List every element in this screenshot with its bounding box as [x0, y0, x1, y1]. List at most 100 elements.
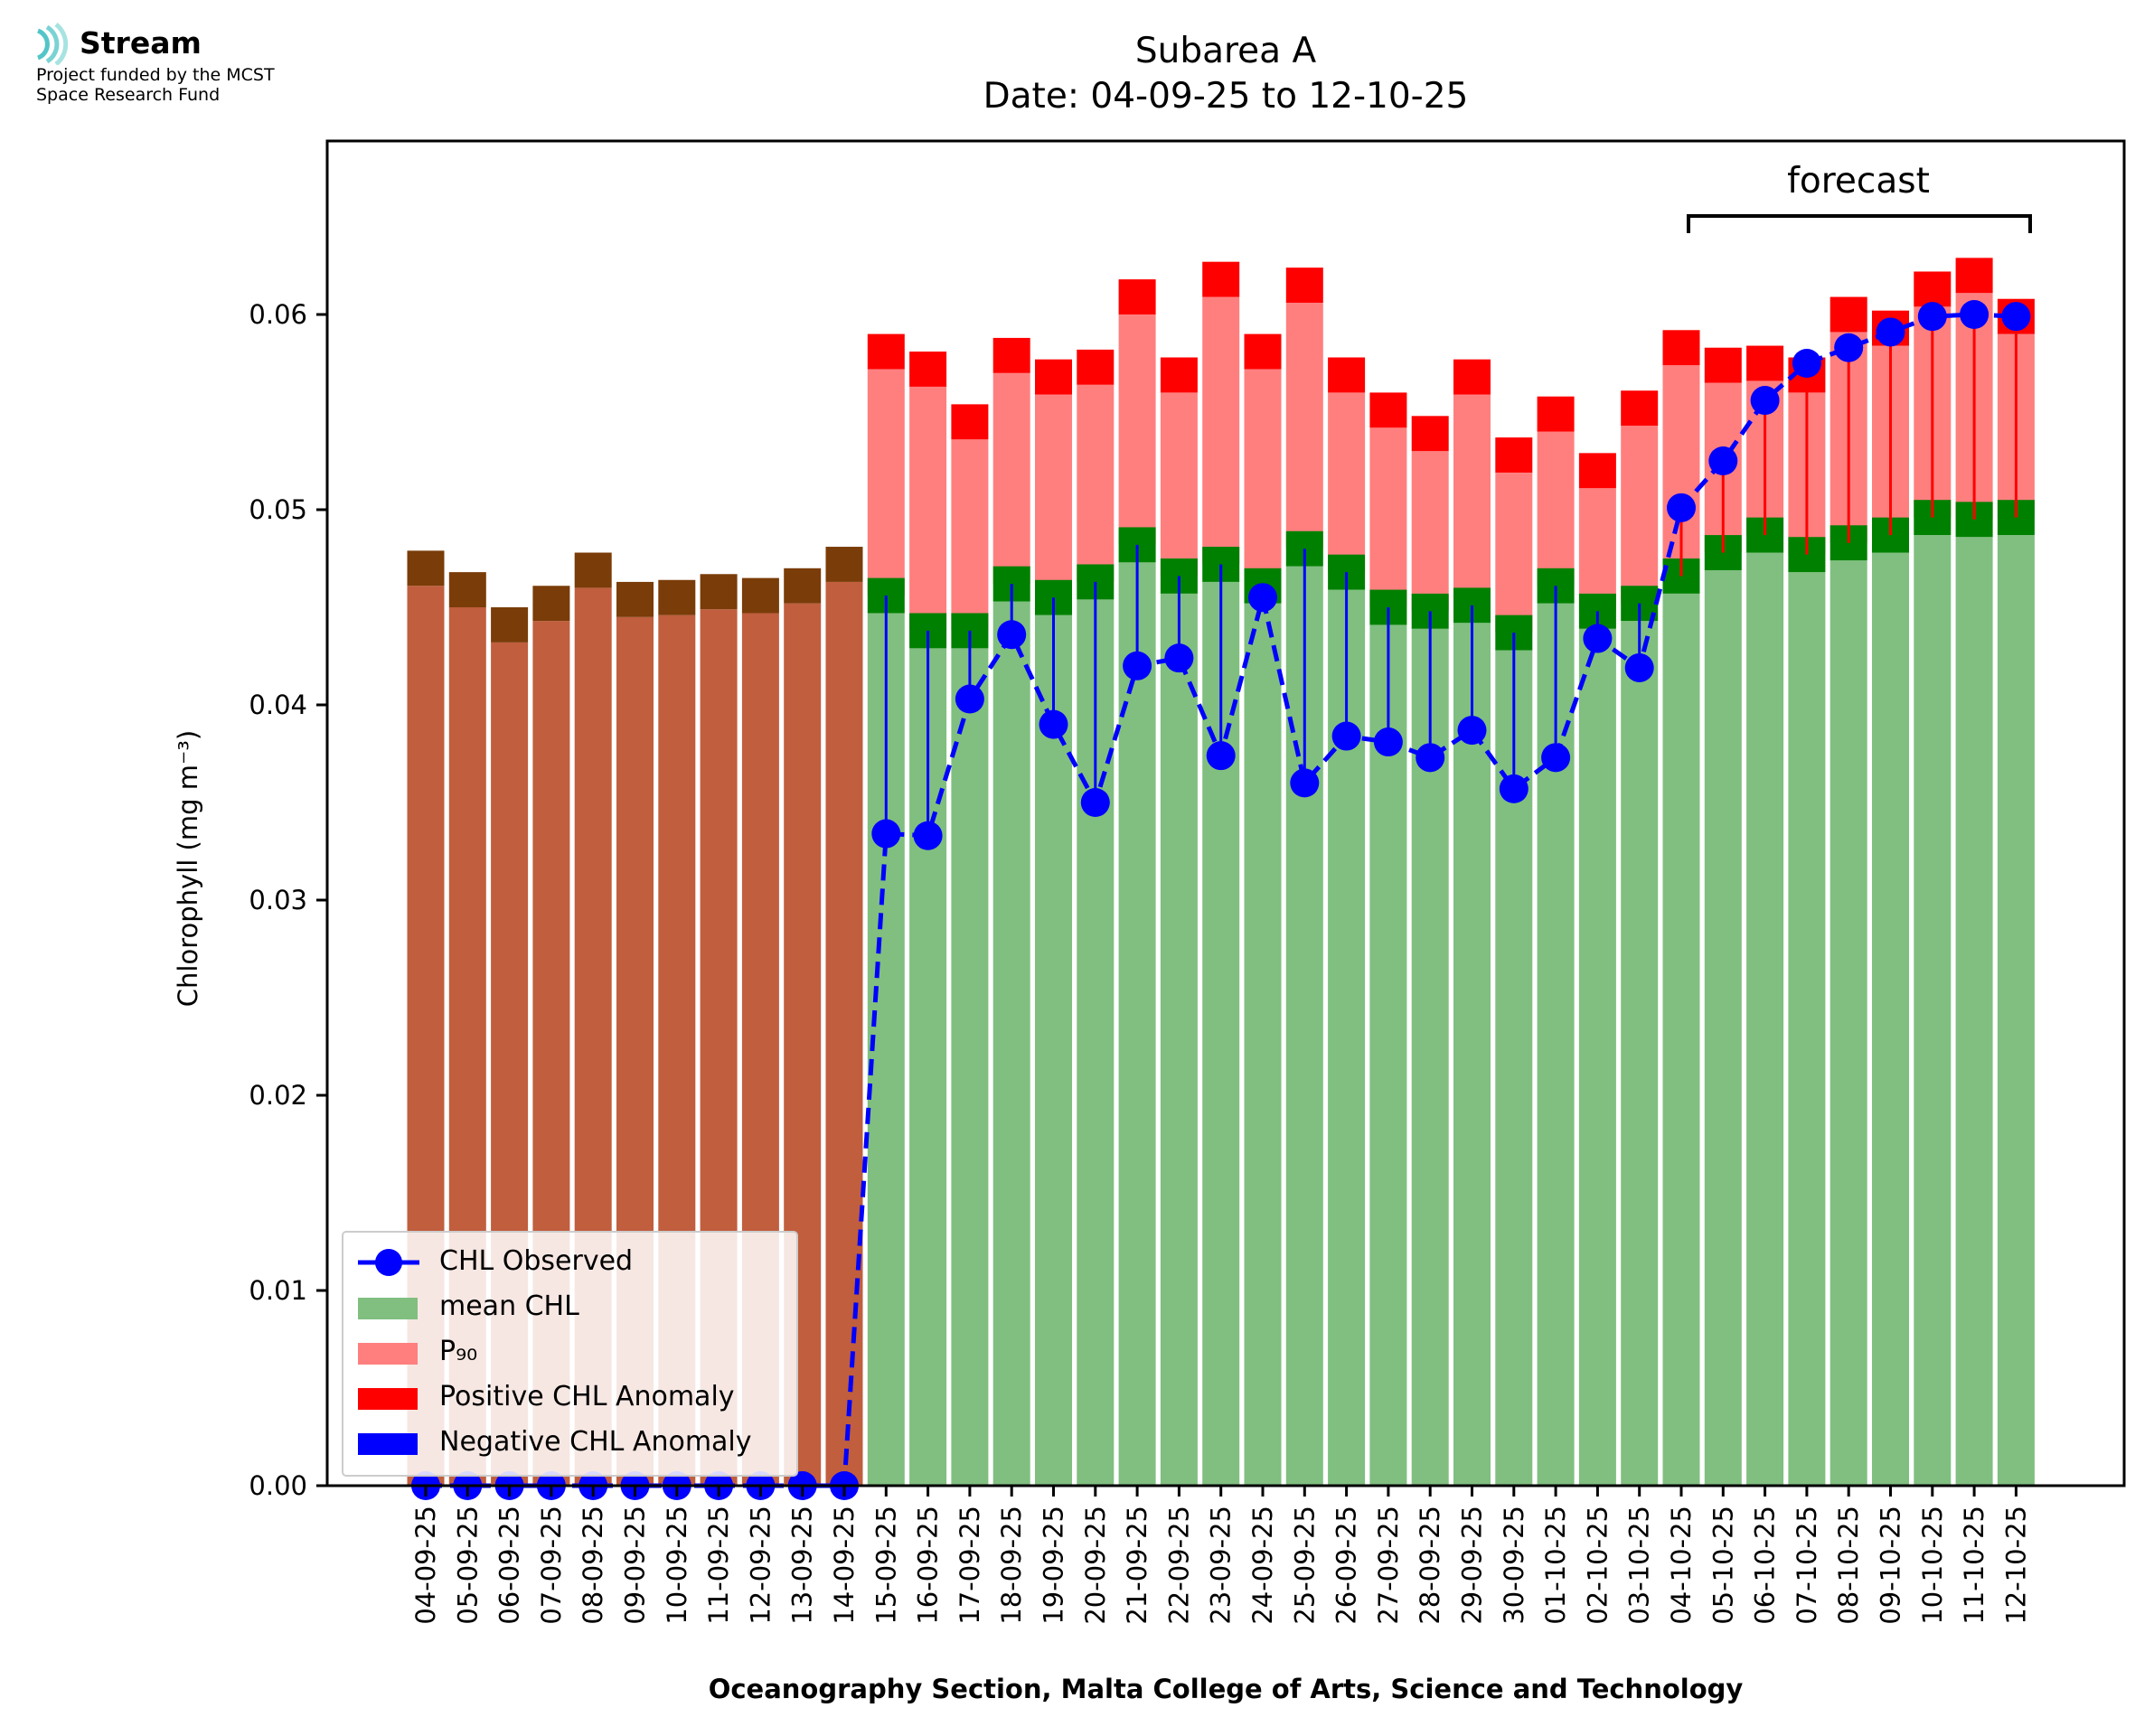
x-tick-label: 09-09-25	[620, 1506, 651, 1625]
logo-subtitle-line1: Project funded by the MCST	[36, 65, 275, 85]
x-tick-label: 07-09-25	[536, 1506, 567, 1625]
observed-point	[1499, 774, 1528, 803]
x-tick-label: 22-09-25	[1163, 1506, 1194, 1625]
bar-mean	[1746, 552, 1784, 1486]
x-tick-label: 06-10-25	[1750, 1506, 1781, 1625]
x-tick-label: 09-10-25	[1876, 1506, 1906, 1625]
logo-subtitle: Project funded by the MCST Space Researc…	[36, 65, 275, 105]
bar-historical-cap	[741, 577, 779, 614]
bar-mean	[1244, 603, 1282, 1486]
bar-historical-cap	[574, 552, 612, 588]
observed-point	[1708, 446, 1738, 475]
bar-mean	[1578, 628, 1616, 1486]
bar-p90-cap	[1746, 345, 1784, 381]
chart-subtitle: Date: 04-09-25 to 12-10-25	[983, 76, 1469, 117]
x-tick-label: 21-09-25	[1122, 1506, 1152, 1625]
bar-p90-cap	[1202, 261, 1240, 297]
bar-p90	[1328, 392, 1366, 573]
bar-p90-cap	[1160, 357, 1198, 393]
bar-p90	[1369, 427, 1407, 607]
bar-p90-cap	[1621, 390, 1659, 427]
bar-p90	[1202, 296, 1240, 565]
x-tick-label: 29-09-25	[1457, 1506, 1488, 1625]
observed-point	[1416, 743, 1445, 773]
bar-p90	[1495, 472, 1533, 633]
observed-point	[1917, 302, 1947, 332]
plot-frame	[325, 139, 2126, 1487]
x-tick-label: 04-10-25	[1666, 1506, 1697, 1625]
x-tick-label: 26-09-25	[1331, 1506, 1362, 1625]
bar-p90-cap	[1035, 359, 1072, 395]
observed-point	[1123, 651, 1152, 680]
bar-mean	[951, 648, 989, 1486]
x-tick-label: 10-09-25	[662, 1506, 692, 1625]
x-tick-label: 06-09-25	[494, 1506, 525, 1625]
bar-p90-cap	[1369, 392, 1407, 428]
bar-p90-cap	[1453, 359, 1491, 395]
x-tick-label: 08-09-25	[578, 1506, 608, 1625]
observed-point	[913, 821, 943, 850]
bar-historical-cap	[491, 607, 529, 643]
bar-historical-cap	[825, 547, 863, 582]
observed-point	[1373, 727, 1403, 757]
x-tick-label: 23-09-25	[1206, 1506, 1237, 1625]
observed-point	[1080, 788, 1110, 817]
bar-p90-cap	[1704, 347, 1742, 383]
x-tick-label: 12-09-25	[745, 1506, 776, 1625]
y-tick-label: 0.06	[249, 299, 307, 330]
bar-p90-cap	[951, 404, 989, 440]
bar-mean	[1160, 593, 1198, 1486]
observed-point	[1039, 709, 1068, 739]
y-tick-label: 0.04	[249, 690, 307, 720]
bar-p90	[867, 369, 905, 596]
bar-p90-cap	[1537, 396, 1575, 432]
legend: CHL Observed mean CHL P₉₀ Positive CHL A…	[342, 1231, 798, 1477]
bar-mean	[1704, 569, 1742, 1486]
x-axis-label: Oceanography Section, Malta College of A…	[708, 1674, 1744, 1704]
bar-historical-cap	[532, 586, 570, 622]
x-tick-label: 18-09-25	[996, 1506, 1027, 1625]
observed-point	[1206, 741, 1236, 771]
observed-point	[1457, 716, 1487, 746]
bar-historical-cap	[658, 579, 696, 615]
chart-title: Subarea A	[1134, 31, 1317, 71]
bar-p90	[1035, 394, 1072, 598]
bar-p90	[1160, 392, 1198, 577]
bar-p90	[1411, 451, 1449, 612]
observed-point	[1960, 300, 1989, 329]
observed-point	[1792, 349, 1821, 378]
legend-swatch-p90	[358, 1343, 418, 1365]
observed-point	[1164, 643, 1194, 673]
bar-p90-cap	[1578, 453, 1616, 489]
x-tick-label: 11-10-25	[1959, 1506, 1989, 1625]
bar-p90-cap	[1914, 271, 1952, 307]
y-tick-label: 0.01	[249, 1275, 307, 1306]
legend-item-positive-anomaly: Positive CHL Anomaly	[343, 1375, 796, 1421]
legend-item-chl-observed: CHL Observed	[343, 1240, 796, 1285]
bar-p90-cap	[1662, 330, 1700, 366]
bar-p90	[1537, 431, 1575, 586]
x-tick-label: 27-09-25	[1373, 1506, 1404, 1625]
bar-mean	[1955, 537, 1993, 1486]
bar-p90	[1118, 314, 1156, 545]
bar-p90-cap	[909, 352, 947, 387]
bar-p90-cap	[1495, 437, 1533, 473]
legend-label: Positive CHL Anomaly	[439, 1381, 735, 1412]
x-tick-label: 14-09-25	[829, 1506, 860, 1625]
bar-historical-cap	[616, 581, 654, 617]
bar-p90-cap	[1328, 357, 1366, 393]
observed-point	[871, 819, 901, 849]
bar-mean	[1914, 535, 1952, 1486]
bar-p90-cap	[867, 333, 905, 370]
bar-mean	[1118, 562, 1156, 1486]
x-tick-label: 10-10-25	[1917, 1506, 1948, 1625]
legend-label: mean CHL	[439, 1290, 579, 1322]
bar-mean	[1369, 624, 1407, 1486]
x-tick-label: 03-10-25	[1624, 1506, 1655, 1625]
observed-point	[2001, 302, 2031, 332]
y-tick-label: 0.00	[249, 1470, 307, 1501]
x-tick-label: 05-09-25	[452, 1506, 483, 1625]
logo-name: Stream	[80, 25, 202, 61]
stream-logo-icon	[36, 23, 69, 65]
